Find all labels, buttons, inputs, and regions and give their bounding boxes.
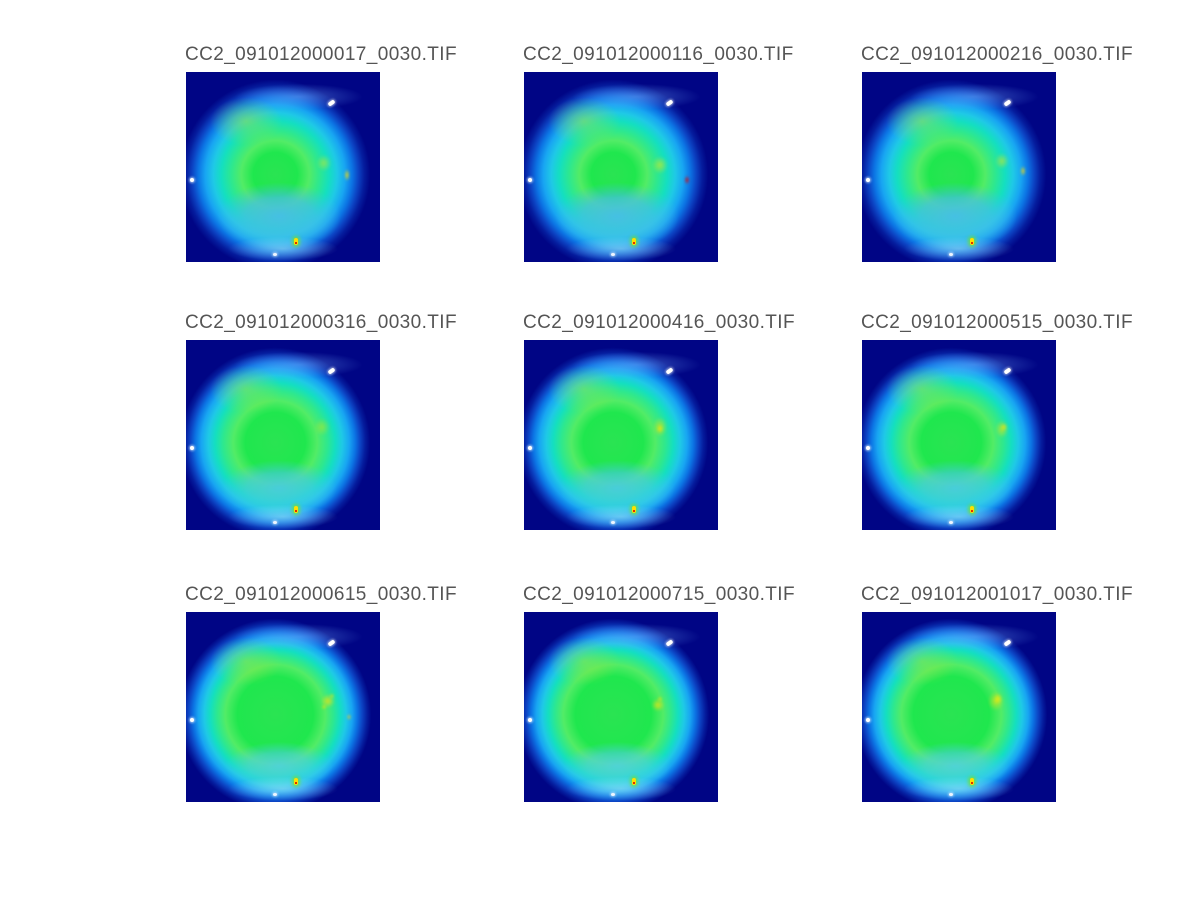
allsky-fisheye-image	[186, 72, 380, 262]
subplot-title: CC2_091012001017_0030.TIF	[861, 584, 1133, 605]
bright-hotspot	[313, 418, 330, 437]
left-edge-star-marker	[189, 178, 194, 183]
bottom-yellow-marker	[969, 778, 974, 786]
subplot-title: CC2_091012000316_0030.TIF	[185, 312, 457, 333]
bottom-white-dot	[611, 521, 616, 525]
bottom-yellow-marker	[631, 506, 636, 514]
bright-hotspot	[657, 696, 663, 702]
bright-hotspot	[1020, 165, 1026, 176]
bright-hotspot	[993, 694, 1002, 705]
subplot-panel: CC2_091012000316_0030.TIF	[185, 312, 457, 530]
bright-hotspot	[329, 693, 334, 699]
allsky-fisheye-image	[186, 340, 380, 530]
subplot-title: CC2_091012000416_0030.TIF	[523, 312, 795, 333]
bright-hotspot	[346, 713, 351, 720]
bottom-yellow-marker	[631, 238, 636, 246]
allsky-fisheye-image	[862, 612, 1056, 802]
subplot-title: CC2_091012000216_0030.TIF	[861, 44, 1133, 65]
bright-hotspot	[316, 154, 332, 172]
bottom-white-dot	[611, 253, 616, 257]
left-edge-star-marker	[865, 718, 870, 723]
bright-hotspot	[651, 156, 668, 175]
glint-arrow-marker	[327, 639, 336, 648]
subplot-title: CC2_091012000515_0030.TIF	[861, 312, 1133, 333]
bottom-white-dot	[949, 521, 954, 525]
left-edge-star-marker	[527, 718, 532, 723]
glint-arrow-marker	[665, 367, 674, 376]
bottom-yellow-marker	[969, 238, 974, 246]
bottom-yellow-marker	[969, 506, 974, 514]
glint-arrow-marker	[1003, 367, 1012, 376]
left-edge-star-marker	[865, 446, 870, 451]
left-edge-star-marker	[189, 718, 194, 723]
left-edge-star-marker	[865, 178, 870, 183]
subplot-title: CC2_091012000715_0030.TIF	[523, 584, 795, 605]
allsky-fisheye-image	[186, 612, 380, 802]
subplot-panel: CC2_091012000017_0030.TIF	[185, 44, 457, 262]
glint-arrow-marker	[1003, 639, 1012, 648]
bright-hotspot	[684, 175, 690, 185]
subplot-panel: CC2_091012000216_0030.TIF	[861, 44, 1133, 262]
bright-hotspot	[994, 153, 1009, 170]
subplot-panel: CC2_091012000116_0030.TIF	[523, 44, 793, 262]
bright-hotspot	[656, 425, 663, 434]
subplot-panel: CC2_091012000515_0030.TIF	[861, 312, 1133, 530]
left-edge-star-marker	[527, 178, 532, 183]
bright-hotspot	[321, 704, 327, 710]
subplot-panel: CC2_091012000615_0030.TIF	[185, 584, 457, 802]
bottom-white-dot	[273, 253, 278, 257]
bottom-yellow-marker	[293, 238, 298, 246]
subplot-panel: CC2_091012001017_0030.TIF	[861, 584, 1133, 802]
bottom-white-dot	[273, 793, 278, 797]
subplot-panel: CC2_091012000416_0030.TIF	[523, 312, 795, 530]
bottom-white-dot	[949, 253, 954, 257]
bottom-white-dot	[273, 521, 278, 525]
bottom-white-dot	[611, 793, 616, 797]
glint-arrow-marker	[665, 639, 674, 648]
subplot-title: CC2_091012000116_0030.TIF	[523, 44, 794, 65]
glint-arrow-marker	[327, 367, 336, 376]
left-edge-star-marker	[527, 446, 532, 451]
allsky-fisheye-image	[524, 340, 718, 530]
bright-hotspot	[1000, 423, 1007, 431]
allsky-fisheye-image	[524, 72, 718, 262]
subplot-title: CC2_091012000017_0030.TIF	[185, 44, 457, 65]
bottom-yellow-marker	[293, 506, 298, 514]
glint-arrow-marker	[665, 99, 674, 108]
bright-hotspot	[344, 168, 350, 181]
allsky-fisheye-image	[862, 72, 1056, 262]
bottom-yellow-marker	[293, 778, 298, 786]
bottom-white-dot	[949, 793, 954, 797]
left-edge-star-marker	[189, 446, 194, 451]
bright-hotspot	[651, 698, 665, 712]
glint-arrow-marker	[1003, 99, 1012, 108]
allsky-fisheye-image	[862, 340, 1056, 530]
subplot-title: CC2_091012000615_0030.TIF	[185, 584, 457, 605]
bottom-yellow-marker	[631, 778, 636, 786]
allsky-fisheye-image	[524, 612, 718, 802]
subplot-panel: CC2_091012000715_0030.TIF	[523, 584, 795, 802]
glint-arrow-marker	[327, 99, 336, 108]
